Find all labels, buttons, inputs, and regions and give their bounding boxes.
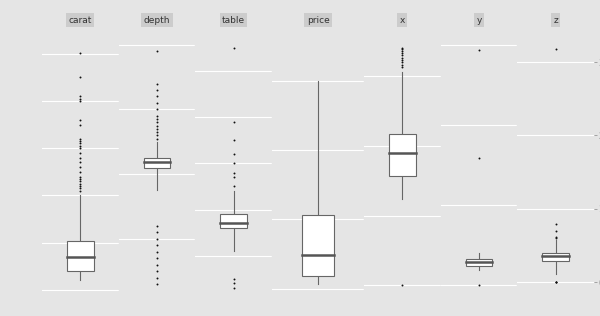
Title: z: z xyxy=(553,15,558,25)
Title: price: price xyxy=(307,15,329,25)
FancyBboxPatch shape xyxy=(542,253,569,261)
Title: carat: carat xyxy=(68,15,92,25)
Title: x: x xyxy=(400,15,405,25)
Title: y: y xyxy=(476,15,482,25)
Title: table: table xyxy=(222,15,245,25)
FancyBboxPatch shape xyxy=(67,241,94,271)
Title: depth: depth xyxy=(144,15,170,25)
FancyBboxPatch shape xyxy=(302,215,334,276)
FancyBboxPatch shape xyxy=(466,259,492,266)
FancyBboxPatch shape xyxy=(144,158,170,167)
FancyBboxPatch shape xyxy=(220,214,247,228)
FancyBboxPatch shape xyxy=(389,134,416,176)
